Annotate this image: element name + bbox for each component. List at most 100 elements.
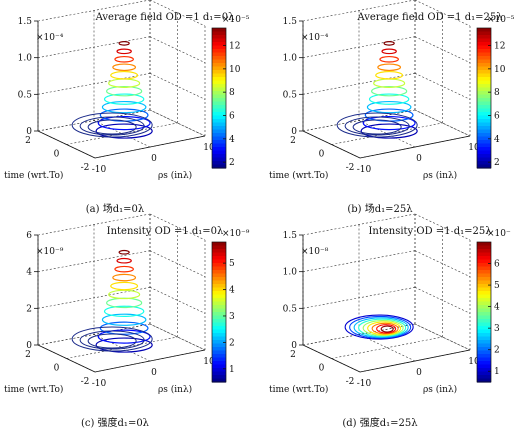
colorbar-segment [477,301,491,306]
floor-contour [79,116,145,136]
colorbar-segment [477,133,491,138]
z-tick-label: 1.5 [18,17,33,27]
z-tick-label: 1.0 [283,268,298,278]
colorbar-segment [477,31,491,36]
colorbar-segment [477,119,491,124]
colorbar-segment [477,101,491,106]
colorbar-segment [212,242,226,247]
colorbar-tick-label: 6 [229,112,235,122]
colorbar-segment [212,112,226,117]
colorbar-segment [477,245,491,250]
colorbar-segment [212,150,226,155]
colorbar-tick-label: 5 [229,259,235,269]
colorbar-tick-label: 2 [229,158,235,168]
y-axis-line [302,344,361,373]
colorbar-segment [212,42,226,47]
colorbar-segment [212,284,226,289]
colorbar-frame [476,241,492,383]
colorbar-tick-label: 6 [494,112,500,122]
contour-level [379,55,399,63]
colorbar-segment [477,80,491,85]
colorbar-segment [212,270,226,275]
panel-c: 0 2 4 6 2 0 -2 -10 0 10 1 2 3 4 5 Intensity OD =1 d₁=0… [0,213,265,428]
colorbar-segment [212,157,226,162]
z-exponent: ×10⁻⁴ [36,33,64,43]
colorbar-segment [212,315,226,320]
floor-contour [371,322,399,335]
colorbar-segment [212,333,226,338]
colorbar-segment [212,28,226,33]
contour-level [103,93,145,105]
z-tick-label: 0.5 [283,304,298,314]
colorbar-segment [212,371,226,376]
colorbar-segment [212,301,226,306]
colorbar-segment [477,368,491,373]
colorbar-segment [212,63,226,68]
colorbar-segment [477,52,491,57]
colorbar-segment [477,35,491,40]
contour-level [377,63,402,72]
colorbar-segment [212,38,226,43]
colorbar-segment [477,42,491,47]
colorbar-tick-label: 2 [229,338,235,348]
contour-level [105,85,143,97]
x-axis-label: ρs (inλ) [158,170,192,181]
colorbar-segment [477,126,491,131]
y-axis-line [37,344,96,373]
floor-contour [344,314,414,340]
y-tick-label: -2 [346,163,355,173]
x-tick-label: 0 [151,368,157,378]
colorbar-segment [212,164,226,169]
colorbar-tick-label: 4 [229,135,235,145]
x-tick-label: 10 [468,357,480,367]
colorbar-segment [477,154,491,159]
colorbar-tick-label: 3 [494,324,500,334]
x-tick-label: -10 [92,379,107,389]
gridline [37,213,151,236]
z-tick-label: 0 [26,127,32,137]
colorbar-segment [477,277,491,282]
colorbar-segment [212,350,226,355]
colorbar-segment [477,308,491,313]
colorbar-segment [212,287,226,292]
colorbar-segment [477,291,491,296]
colorbar-segment [477,263,491,268]
contour-level [112,63,137,72]
colorbar-segment [477,319,491,324]
z-exponent: ×10⁻⁸ [301,247,329,257]
colorbar-segment [477,333,491,338]
colorbar-segment [477,343,491,348]
panel-a: 0 0.5 1.0 1.5 2 0 -2 -10 0 10 2 4 6 8 10 12 Average fie… [0,0,265,215]
colorbar-tick-label: 2 [494,346,500,356]
colorbar-tick-label: 1 [229,365,235,375]
contour-level [114,55,134,63]
colorbar-segment [477,284,491,289]
colorbar-segment [477,59,491,64]
colorbar-segment [212,147,226,152]
colorbar-segment [212,364,226,369]
colorbar-segment [477,91,491,96]
colorbar-tick-label: 4 [494,303,500,313]
floor-contour [336,112,418,138]
contour-level [381,48,397,55]
x-axis-line [94,135,206,159]
colorbar-exponent: ×10⁻⁵ [487,15,515,25]
colorbar-segment [212,375,226,380]
colorbar-segment [477,157,491,162]
z-tick-label: 1.0 [283,54,298,64]
colorbar-tick-label: 2 [494,158,500,168]
colorbar-segment [477,63,491,68]
colorbar-segment [212,312,226,317]
colorbar-tick-label: 12 [494,42,505,52]
floor-contour [87,333,137,349]
colorbar-segment [212,35,226,40]
colorbar-tick-label: 5 [494,281,500,291]
colorbar-segment [477,357,491,362]
colorbar-segment [212,298,226,303]
z-tick-label: 4 [26,268,32,278]
chart-caption: (c) 强度d₁=0λ [81,416,150,428]
x-tick-label: 10 [203,357,215,367]
colorbar-segment [212,31,226,36]
